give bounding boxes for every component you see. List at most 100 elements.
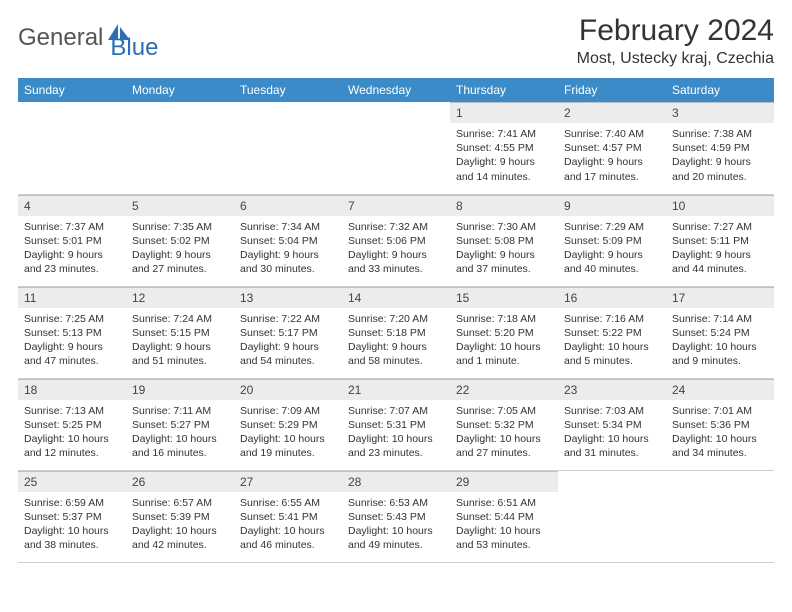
day-content: Sunrise: 7:24 AMSunset: 5:15 PMDaylight:… (126, 308, 234, 373)
weekday-header: Wednesday (342, 78, 450, 102)
day-cell: 15Sunrise: 7:18 AMSunset: 5:20 PMDayligh… (450, 286, 558, 378)
day-number: 4 (18, 195, 126, 216)
weekday-header: Tuesday (234, 78, 342, 102)
day-content: Sunrise: 7:35 AMSunset: 5:02 PMDaylight:… (126, 216, 234, 281)
calendar-row: 4Sunrise: 7:37 AMSunset: 5:01 PMDaylight… (18, 194, 774, 286)
location: Most, Ustecky kraj, Czechia (577, 50, 774, 68)
day-content: Sunrise: 7:18 AMSunset: 5:20 PMDaylight:… (450, 308, 558, 373)
day-number: 5 (126, 195, 234, 216)
day-content: Sunrise: 7:40 AMSunset: 4:57 PMDaylight:… (558, 123, 666, 188)
day-cell: 7Sunrise: 7:32 AMSunset: 5:06 PMDaylight… (342, 194, 450, 286)
weekday-header: Friday (558, 78, 666, 102)
calendar-row: 1Sunrise: 7:41 AMSunset: 4:55 PMDaylight… (18, 102, 774, 194)
day-number: 11 (18, 287, 126, 308)
day-cell: 16Sunrise: 7:16 AMSunset: 5:22 PMDayligh… (558, 286, 666, 378)
day-cell: 17Sunrise: 7:14 AMSunset: 5:24 PMDayligh… (666, 286, 774, 378)
day-number: 17 (666, 287, 774, 308)
empty-cell (234, 102, 342, 194)
day-number: 15 (450, 287, 558, 308)
day-number: 16 (558, 287, 666, 308)
day-number: 21 (342, 379, 450, 400)
day-cell: 26Sunrise: 6:57 AMSunset: 5:39 PMDayligh… (126, 470, 234, 562)
day-content: Sunrise: 6:55 AMSunset: 5:41 PMDaylight:… (234, 492, 342, 557)
day-content: Sunrise: 7:05 AMSunset: 5:32 PMDaylight:… (450, 400, 558, 465)
day-number: 6 (234, 195, 342, 216)
day-content: Sunrise: 7:13 AMSunset: 5:25 PMDaylight:… (18, 400, 126, 465)
calendar-row: 18Sunrise: 7:13 AMSunset: 5:25 PMDayligh… (18, 378, 774, 470)
day-cell: 12Sunrise: 7:24 AMSunset: 5:15 PMDayligh… (126, 286, 234, 378)
day-content: Sunrise: 7:01 AMSunset: 5:36 PMDaylight:… (666, 400, 774, 465)
day-number: 26 (126, 471, 234, 492)
day-cell: 13Sunrise: 7:22 AMSunset: 5:17 PMDayligh… (234, 286, 342, 378)
day-number: 3 (666, 102, 774, 123)
day-content: Sunrise: 7:32 AMSunset: 5:06 PMDaylight:… (342, 216, 450, 281)
day-content: Sunrise: 6:51 AMSunset: 5:44 PMDaylight:… (450, 492, 558, 557)
day-number: 8 (450, 195, 558, 216)
day-cell: 19Sunrise: 7:11 AMSunset: 5:27 PMDayligh… (126, 378, 234, 470)
day-number: 24 (666, 379, 774, 400)
calendar-row: 25Sunrise: 6:59 AMSunset: 5:37 PMDayligh… (18, 470, 774, 562)
day-number: 1 (450, 102, 558, 123)
day-content: Sunrise: 7:09 AMSunset: 5:29 PMDaylight:… (234, 400, 342, 465)
day-content: Sunrise: 7:25 AMSunset: 5:13 PMDaylight:… (18, 308, 126, 373)
day-content: Sunrise: 7:20 AMSunset: 5:18 PMDaylight:… (342, 308, 450, 373)
empty-cell (558, 470, 666, 562)
weekday-header: Saturday (666, 78, 774, 102)
day-number: 20 (234, 379, 342, 400)
day-cell: 18Sunrise: 7:13 AMSunset: 5:25 PMDayligh… (18, 378, 126, 470)
day-number: 10 (666, 195, 774, 216)
day-number: 29 (450, 471, 558, 492)
day-number: 2 (558, 102, 666, 123)
day-cell: 22Sunrise: 7:05 AMSunset: 5:32 PMDayligh… (450, 378, 558, 470)
day-content: Sunrise: 6:53 AMSunset: 5:43 PMDaylight:… (342, 492, 450, 557)
day-number: 22 (450, 379, 558, 400)
empty-cell (126, 102, 234, 194)
day-cell: 20Sunrise: 7:09 AMSunset: 5:29 PMDayligh… (234, 378, 342, 470)
day-cell: 21Sunrise: 7:07 AMSunset: 5:31 PMDayligh… (342, 378, 450, 470)
logo: General Blue (18, 14, 158, 62)
calendar-body: 1Sunrise: 7:41 AMSunset: 4:55 PMDaylight… (18, 102, 774, 562)
day-content: Sunrise: 7:07 AMSunset: 5:31 PMDaylight:… (342, 400, 450, 465)
day-content: Sunrise: 7:16 AMSunset: 5:22 PMDaylight:… (558, 308, 666, 373)
day-cell: 28Sunrise: 6:53 AMSunset: 5:43 PMDayligh… (342, 470, 450, 562)
day-content: Sunrise: 7:27 AMSunset: 5:11 PMDaylight:… (666, 216, 774, 281)
day-cell: 2Sunrise: 7:40 AMSunset: 4:57 PMDaylight… (558, 102, 666, 194)
empty-cell (666, 470, 774, 562)
calendar-row: 11Sunrise: 7:25 AMSunset: 5:13 PMDayligh… (18, 286, 774, 378)
day-number: 25 (18, 471, 126, 492)
day-cell: 5Sunrise: 7:35 AMSunset: 5:02 PMDaylight… (126, 194, 234, 286)
day-number: 19 (126, 379, 234, 400)
day-cell: 25Sunrise: 6:59 AMSunset: 5:37 PMDayligh… (18, 470, 126, 562)
day-content: Sunrise: 7:41 AMSunset: 4:55 PMDaylight:… (450, 123, 558, 188)
calendar-table: Sunday Monday Tuesday Wednesday Thursday… (18, 78, 774, 563)
month-title: February 2024 (577, 14, 774, 48)
day-content: Sunrise: 7:14 AMSunset: 5:24 PMDaylight:… (666, 308, 774, 373)
day-cell: 23Sunrise: 7:03 AMSunset: 5:34 PMDayligh… (558, 378, 666, 470)
day-number: 28 (342, 471, 450, 492)
day-cell: 9Sunrise: 7:29 AMSunset: 5:09 PMDaylight… (558, 194, 666, 286)
day-number: 9 (558, 195, 666, 216)
day-content: Sunrise: 7:03 AMSunset: 5:34 PMDaylight:… (558, 400, 666, 465)
day-cell: 11Sunrise: 7:25 AMSunset: 5:13 PMDayligh… (18, 286, 126, 378)
empty-cell (342, 102, 450, 194)
weekday-header: Sunday (18, 78, 126, 102)
title-block: February 2024 Most, Ustecky kraj, Czechi… (577, 14, 774, 68)
day-cell: 3Sunrise: 7:38 AMSunset: 4:59 PMDaylight… (666, 102, 774, 194)
day-content: Sunrise: 7:11 AMSunset: 5:27 PMDaylight:… (126, 400, 234, 465)
logo-text-general: General (18, 24, 103, 52)
day-number: 23 (558, 379, 666, 400)
day-cell: 1Sunrise: 7:41 AMSunset: 4:55 PMDaylight… (450, 102, 558, 194)
day-number: 18 (18, 379, 126, 400)
day-content: Sunrise: 7:30 AMSunset: 5:08 PMDaylight:… (450, 216, 558, 281)
day-cell: 6Sunrise: 7:34 AMSunset: 5:04 PMDaylight… (234, 194, 342, 286)
day-number: 12 (126, 287, 234, 308)
day-number: 27 (234, 471, 342, 492)
empty-cell (18, 102, 126, 194)
logo-text-blue: Blue (110, 34, 158, 62)
day-cell: 14Sunrise: 7:20 AMSunset: 5:18 PMDayligh… (342, 286, 450, 378)
day-cell: 29Sunrise: 6:51 AMSunset: 5:44 PMDayligh… (450, 470, 558, 562)
day-content: Sunrise: 7:29 AMSunset: 5:09 PMDaylight:… (558, 216, 666, 281)
day-number: 7 (342, 195, 450, 216)
day-content: Sunrise: 7:34 AMSunset: 5:04 PMDaylight:… (234, 216, 342, 281)
day-cell: 8Sunrise: 7:30 AMSunset: 5:08 PMDaylight… (450, 194, 558, 286)
